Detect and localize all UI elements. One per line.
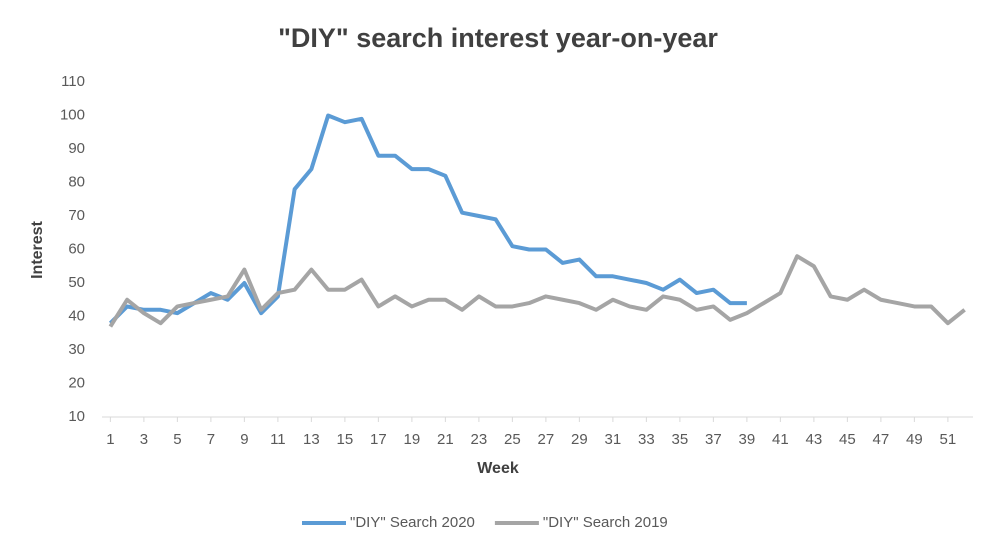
x-tick-label: 7 xyxy=(207,431,215,448)
x-tick-label: 49 xyxy=(906,431,923,448)
x-tick-label: 37 xyxy=(705,431,722,448)
y-tick-label: 110 xyxy=(61,73,85,90)
x-tick-label: 27 xyxy=(538,431,555,448)
y-tick-label: 100 xyxy=(60,106,85,123)
chart-title: "DIY" search interest year-on-year xyxy=(278,23,718,53)
x-tick-label: 5 xyxy=(173,431,181,448)
x-tick-label: 23 xyxy=(471,431,488,448)
x-tick-label: 47 xyxy=(873,431,890,448)
x-tick-label: 13 xyxy=(303,431,320,448)
y-tick-label: 80 xyxy=(68,173,85,190)
x-tick-label: 17 xyxy=(370,431,387,448)
y-tick-label: 20 xyxy=(68,374,85,391)
y-tick-label: 40 xyxy=(68,307,85,324)
x-tick-label: 51 xyxy=(940,431,957,448)
x-tick-label: 39 xyxy=(739,431,756,448)
y-tick-label: 30 xyxy=(68,341,85,358)
y-tick-label: 70 xyxy=(68,207,85,224)
x-tick-label: 41 xyxy=(772,431,789,448)
x-tick-label: 19 xyxy=(404,431,421,448)
x-tick-label: 43 xyxy=(806,431,823,448)
series-line xyxy=(108,254,966,328)
y-tick-label: 90 xyxy=(68,140,85,157)
x-tick-label: 45 xyxy=(839,431,856,448)
x-tick-label: 35 xyxy=(672,431,689,448)
legend-label: "DIY" Search 2019 xyxy=(543,514,668,531)
x-tick-label: 21 xyxy=(437,431,454,448)
x-tick-label: 1 xyxy=(106,431,114,448)
legend-label: "DIY" Search 2020 xyxy=(350,514,475,531)
x-tick-label: 15 xyxy=(337,431,354,448)
x-tick-label: 9 xyxy=(240,431,248,448)
series-line xyxy=(108,113,747,325)
x-tick-label: 25 xyxy=(504,431,521,448)
y-tick-label: 60 xyxy=(68,240,85,257)
x-tick-label: 3 xyxy=(140,431,148,448)
y-tick-label: 10 xyxy=(68,408,85,425)
x-tick-label: 31 xyxy=(605,431,622,448)
y-axis-label: Interest xyxy=(29,220,46,278)
x-tick-label: 11 xyxy=(270,431,286,448)
x-tick-label: 33 xyxy=(638,431,655,448)
x-tick-label: 29 xyxy=(571,431,588,448)
y-tick-label: 50 xyxy=(68,274,85,291)
x-axis-label: Week xyxy=(477,460,519,477)
